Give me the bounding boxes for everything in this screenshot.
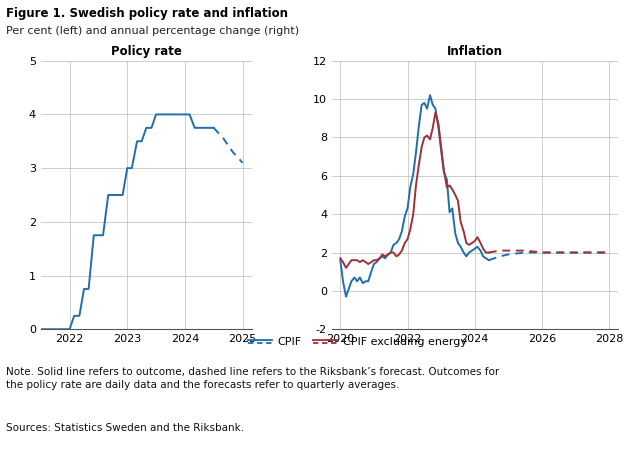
Title: Policy rate: Policy rate [111, 45, 182, 58]
Text: Note. Solid line refers to outcome, dashed line refers to the Riksbank’s forecas: Note. Solid line refers to outcome, dash… [6, 367, 500, 390]
Text: Sources: Statistics Sweden and the Riksbank.: Sources: Statistics Sweden and the Riksb… [6, 423, 245, 432]
Legend: CPIF, CPIF excluding energy: CPIF, CPIF excluding energy [243, 333, 472, 352]
Text: Figure 1. Swedish policy rate and inflation: Figure 1. Swedish policy rate and inflat… [6, 7, 288, 20]
Title: Inflation: Inflation [447, 45, 503, 58]
Text: Per cent (left) and annual percentage change (right): Per cent (left) and annual percentage ch… [6, 26, 300, 35]
